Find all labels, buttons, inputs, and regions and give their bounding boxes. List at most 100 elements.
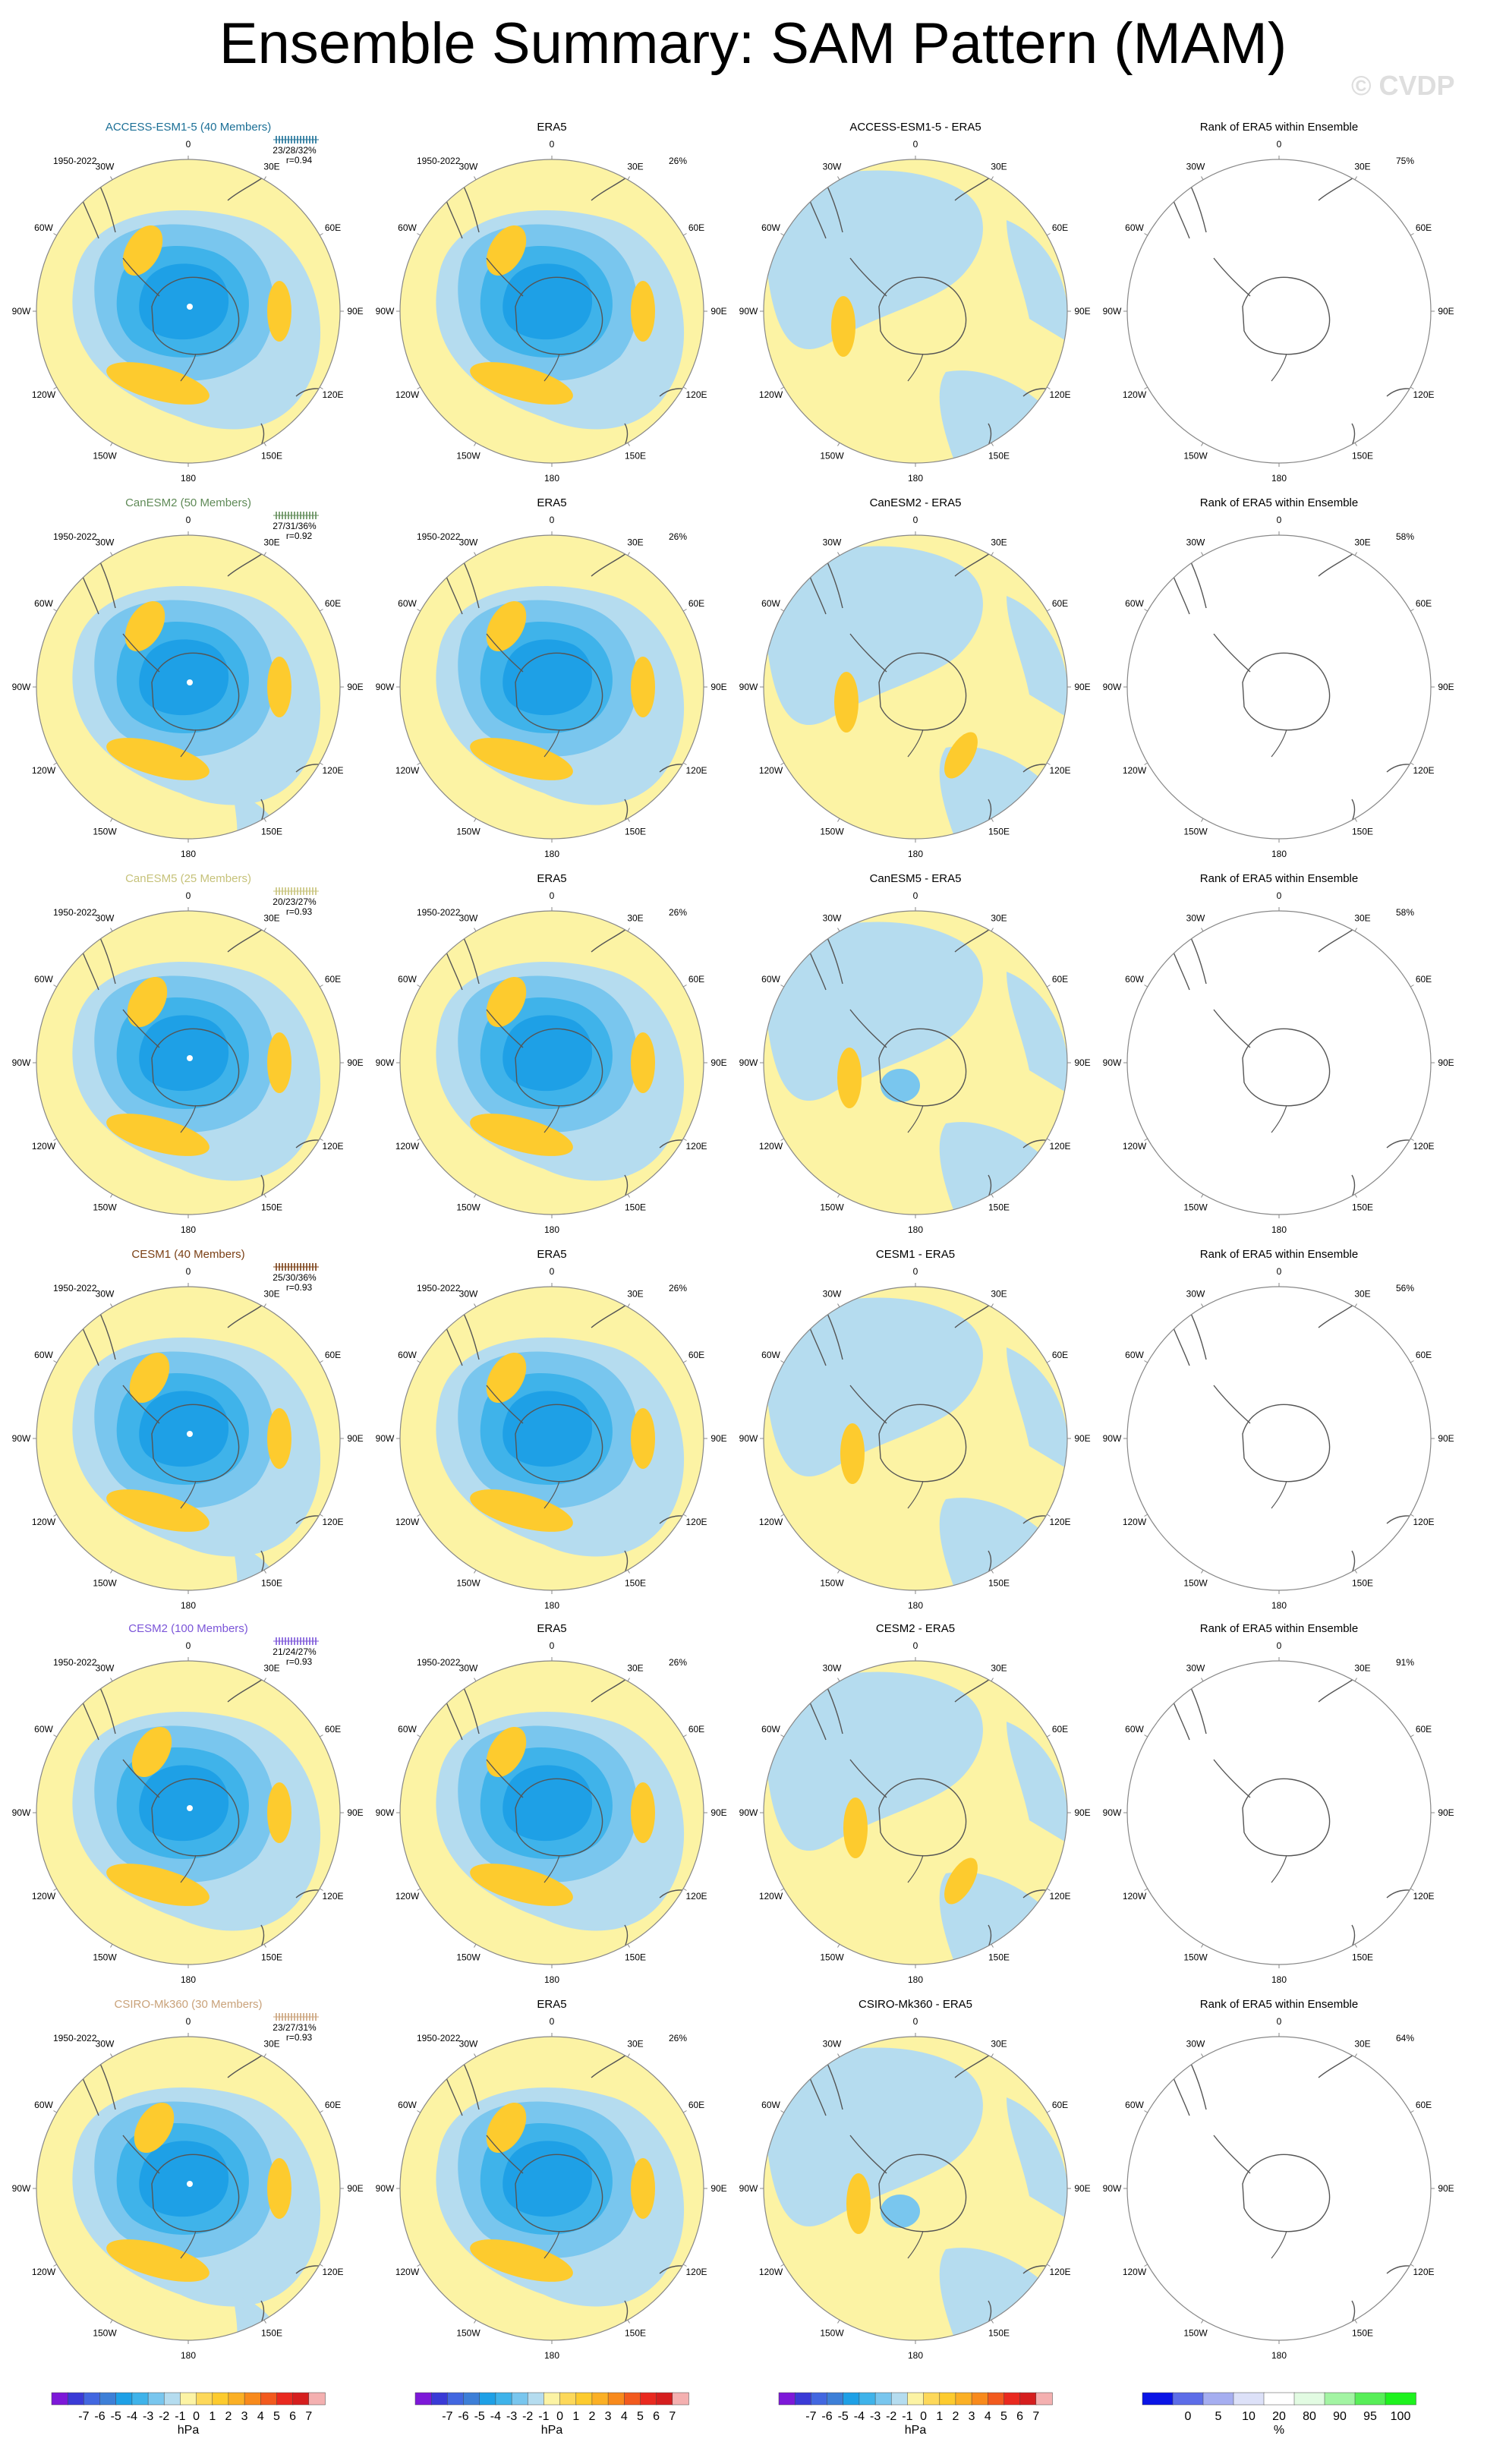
longitude-label: 120W [32,2267,56,2277]
negative-difference-region [764,2047,983,2227]
longitude-label: 60W [761,598,780,609]
period-label: 1950-2022 [53,1657,97,1668]
rank-title: Rank of ERA5 within Ensemble [1200,1998,1358,2011]
longitude-label: 30E [1354,913,1370,924]
longitude-tick [627,176,630,181]
longitude-label: 90W [12,306,31,317]
period-label: 1950-2022 [53,907,97,918]
difference-colorbar: -7 -6 -5 -4 -3 -2 -1 0 1 2 3 4 5 6 7 hPa [778,2392,1053,2437]
high-pressure-cell [127,976,168,1028]
period-label: 1950-2022 [417,531,461,542]
pattern-correlation: r=0.93 [286,1656,313,1667]
longitude-tick [110,1303,113,1308]
longitude-label: 150E [261,2328,282,2339]
longitude-label: 90E [347,2183,363,2194]
longitude-label: 60E [688,974,704,985]
longitude-tick [417,2264,421,2267]
longitude-label: 120W [759,2267,783,2277]
longitude-tick [319,233,323,236]
difference-title: ACCESS-ESM1-5 - ERA5 [849,121,981,134]
high-pressure-cell [486,225,527,276]
longitude-label: 60E [1416,1724,1432,1735]
longitude-label: 60E [688,598,704,609]
longitude-label: 60W [1125,1350,1144,1360]
colorbar-tick-label: 0 [920,2410,927,2423]
longitude-tick [1046,2110,1051,2113]
longitude-tick [110,2319,113,2324]
longitude-tick [319,1514,323,1517]
longitude-label: 120E [1413,2267,1434,2277]
era5-map: ERA5 1950-2022 26% 0 30E 60E 90E 120E 150E 180 150… [376,1622,727,1985]
period-label: 1950-2022 [53,2033,97,2043]
longitude-label: 90W [12,1807,31,1818]
variance-stats: 20/23/27% [273,896,317,907]
longitude-label: 150E [261,827,282,837]
longitude-tick [1410,762,1414,765]
obs-title: ERA5 [537,872,566,885]
period-label: 1950-2022 [417,156,461,166]
longitude-label: 120W [395,1517,420,1527]
longitude-label: 90W [12,1057,31,1068]
colorbar-swatch [640,2392,657,2406]
longitude-tick [474,928,477,932]
longitude-tick [53,1735,58,1738]
longitude-label: 0 [1277,1640,1282,1651]
longitude-label: 150E [625,1578,646,1589]
longitude-label: 0 [1277,515,1282,525]
longitude-tick [53,762,58,765]
colorbar-swatch [147,2392,165,2406]
obs-title: ERA5 [537,121,566,134]
longitude-tick [1144,1735,1148,1738]
negative-difference-region [939,1498,1067,1590]
era5-map: ERA5 1950-2022 26% 0 30E 60E 90E 120E 150E 180 150… [376,1248,727,1611]
colorbar-swatch [939,2392,956,2406]
longitude-label: 150E [1352,1952,1373,1963]
longitude-label: 150E [1352,1578,1373,1589]
colorbar-tick-label: 20 [1272,2410,1286,2423]
low-pressure-core [503,1015,593,1092]
longitude-label: 120W [1123,1891,1147,1902]
longitude-label: 30W [1186,1663,1205,1674]
longitude-tick [1354,2319,1357,2324]
longitude-label: 120E [1413,389,1434,400]
longitude-label: 120W [1123,2267,1147,2277]
longitude-label: 150E [1352,451,1373,462]
longitude-tick [319,2264,323,2267]
colorbar-swatch [430,2392,449,2406]
colorbar-tick-label: 2 [952,2410,959,2423]
variance-stats: 23/28/32% [273,145,317,156]
longitude-tick [319,985,323,988]
longitude-label: 30E [991,1663,1007,1674]
longitude-label: 30W [823,913,842,924]
longitude-label: 0 [1277,139,1282,150]
longitude-label: 180 [908,1224,923,1235]
high-pressure-cell [470,362,573,405]
longitude-label: 120E [685,2267,707,2277]
longitude-tick [780,985,785,988]
longitude-label: 120E [685,1141,707,1152]
longitude-tick [682,2264,687,2267]
longitude-label: 120W [1123,765,1147,776]
rank-map: Rank of ERA5 within Ensemble 91% 0 30E 60E 90… [1103,1622,1454,1985]
longitude-tick [417,985,421,988]
colorbar-tick-label: -7 [442,2410,452,2423]
longitude-label: 30W [96,2039,115,2050]
colorbar-swatch [308,2392,326,2406]
longitude-tick [1410,1360,1414,1363]
colorbar-swatch [794,2392,812,2406]
longitude-tick [627,2053,630,2058]
high-pressure-cell [267,281,291,342]
longitude-tick [1354,1943,1357,1948]
longitude-tick [263,1569,266,1574]
longitude-label: 30W [96,537,115,548]
longitude-label: 120E [1049,765,1070,776]
colorbar-swatch [495,2392,512,2406]
longitude-tick [1410,1888,1414,1891]
colorbar-tick-label: 95 [1363,2410,1377,2423]
longitude-label: 180 [181,2350,196,2361]
colorbar-tick-label: -7 [805,2410,816,2423]
longitude-tick [417,386,421,389]
colorbar-swatch [988,2392,1005,2406]
longitude-label: 0 [913,515,918,525]
longitude-label: 60W [761,974,780,985]
